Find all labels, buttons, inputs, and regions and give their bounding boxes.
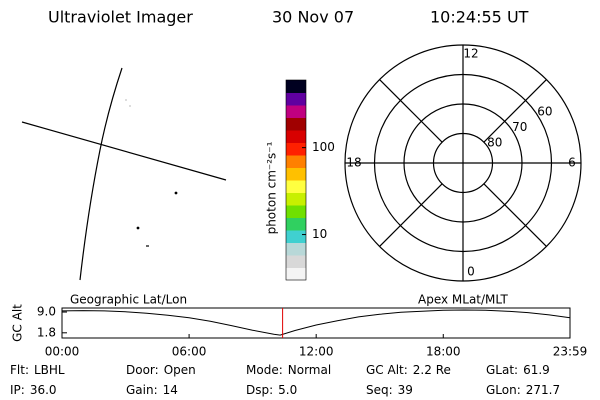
polar-mlt-label: 12 bbox=[463, 47, 478, 61]
colorbar-cell bbox=[286, 217, 306, 231]
field-value: LBHL bbox=[34, 363, 65, 377]
colorbar-cell bbox=[286, 255, 306, 268]
field-label: IP: bbox=[10, 383, 25, 397]
colorbar-cell bbox=[286, 105, 306, 118]
x-tick-label: 18:00 bbox=[426, 345, 461, 359]
field-value: 36.0 bbox=[30, 383, 57, 397]
plot-title-right: Apex MLat/MLT bbox=[418, 293, 508, 307]
plot-title-left: Geographic Lat/Lon bbox=[70, 293, 187, 307]
dot bbox=[125, 99, 127, 101]
y-axis-label: GC Alt bbox=[11, 304, 25, 342]
x-tick-label: 23:59 bbox=[553, 345, 588, 359]
time: 10:24:55 UT bbox=[430, 8, 529, 27]
title: Ultraviolet Imager bbox=[48, 8, 193, 27]
polar-ring-label: 70 bbox=[512, 120, 527, 134]
polar-diagonal bbox=[379, 183, 443, 247]
colorbar-frame bbox=[285, 79, 307, 281]
colorbar-cell bbox=[286, 267, 306, 281]
colorbar-cell bbox=[286, 192, 306, 206]
field-value: 5.0 bbox=[278, 383, 297, 397]
status-field: Door: Open bbox=[126, 363, 196, 377]
colorbar-label: photon cm⁻²s⁻¹ bbox=[265, 141, 279, 234]
colorbar-cell bbox=[286, 117, 306, 131]
status-field: Gain: 14 bbox=[126, 383, 178, 397]
status-field: Mode: Normal bbox=[246, 363, 331, 377]
polar-diagonal bbox=[379, 79, 443, 143]
x-tick-label: 00:00 bbox=[45, 345, 80, 359]
colorbar-cell bbox=[286, 242, 306, 256]
status-field: Dsp: 5.0 bbox=[246, 383, 297, 397]
field-value: Normal bbox=[288, 363, 331, 377]
x-tick-label: 12:00 bbox=[299, 345, 334, 359]
colorbar-cell bbox=[286, 130, 306, 143]
colorbar-tick-label: 100 bbox=[312, 140, 335, 154]
field-value: 14 bbox=[163, 383, 178, 397]
dot bbox=[136, 226, 140, 230]
colorbar-cell bbox=[286, 80, 306, 93]
dot bbox=[129, 105, 131, 107]
polar-ring-label: 60 bbox=[537, 104, 552, 118]
y-tick-label: 9.0 bbox=[37, 305, 56, 319]
colorbar-cell bbox=[286, 230, 306, 243]
field-label: GC Alt: bbox=[366, 363, 408, 377]
x-tick-label: 06:00 bbox=[172, 345, 207, 359]
field-label: Seq: bbox=[366, 383, 393, 397]
status-field: Flt: LBHL bbox=[10, 363, 65, 377]
field-value: 61.9 bbox=[523, 363, 550, 377]
field-value: 2.2 Re bbox=[413, 363, 451, 377]
map-panel bbox=[21, 67, 227, 281]
status-field: GLat: 61.9 bbox=[486, 363, 550, 377]
dot bbox=[174, 191, 178, 195]
polar-mlt-label: 0 bbox=[467, 265, 475, 279]
polar-ring-label: 80 bbox=[487, 136, 502, 150]
parallel bbox=[21, 121, 227, 181]
meridian bbox=[79, 67, 123, 281]
polar-diagonal bbox=[483, 183, 547, 247]
field-label: Door: bbox=[126, 363, 159, 377]
field-label: GLat: bbox=[486, 363, 518, 377]
colorbar-cell bbox=[286, 142, 306, 156]
field-label: Flt: bbox=[10, 363, 29, 377]
status-field: GLon: 271.7 bbox=[486, 383, 560, 397]
polar-plot bbox=[344, 44, 582, 282]
status-field: Seq: 39 bbox=[366, 383, 413, 397]
field-value: Open bbox=[164, 363, 196, 377]
colorbar-cell bbox=[286, 155, 306, 168]
colorbar-cell bbox=[286, 167, 306, 181]
polar-mlt-label: 18 bbox=[346, 156, 361, 170]
polar-mlt-label: 6 bbox=[568, 156, 576, 170]
colorbar-cell bbox=[286, 180, 306, 193]
field-label: Dsp: bbox=[246, 383, 273, 397]
status-field: IP: 36.0 bbox=[10, 383, 57, 397]
date: 30 Nov 07 bbox=[272, 8, 354, 27]
colorbar-cell bbox=[286, 205, 306, 218]
colorbar-cell bbox=[286, 92, 306, 106]
colorbar-tick-label: 10 bbox=[312, 227, 327, 241]
field-label: Mode: bbox=[246, 363, 283, 377]
y-tick-label: 1.8 bbox=[37, 325, 56, 339]
field-label: GLon: bbox=[486, 383, 521, 397]
field-value: 271.7 bbox=[526, 383, 560, 397]
polar-diagonal bbox=[483, 79, 547, 143]
altitude-line bbox=[61, 309, 571, 336]
field-label: Gain: bbox=[126, 383, 158, 397]
status-field: GC Alt: 2.2 Re bbox=[366, 363, 451, 377]
field-value: 39 bbox=[398, 383, 413, 397]
